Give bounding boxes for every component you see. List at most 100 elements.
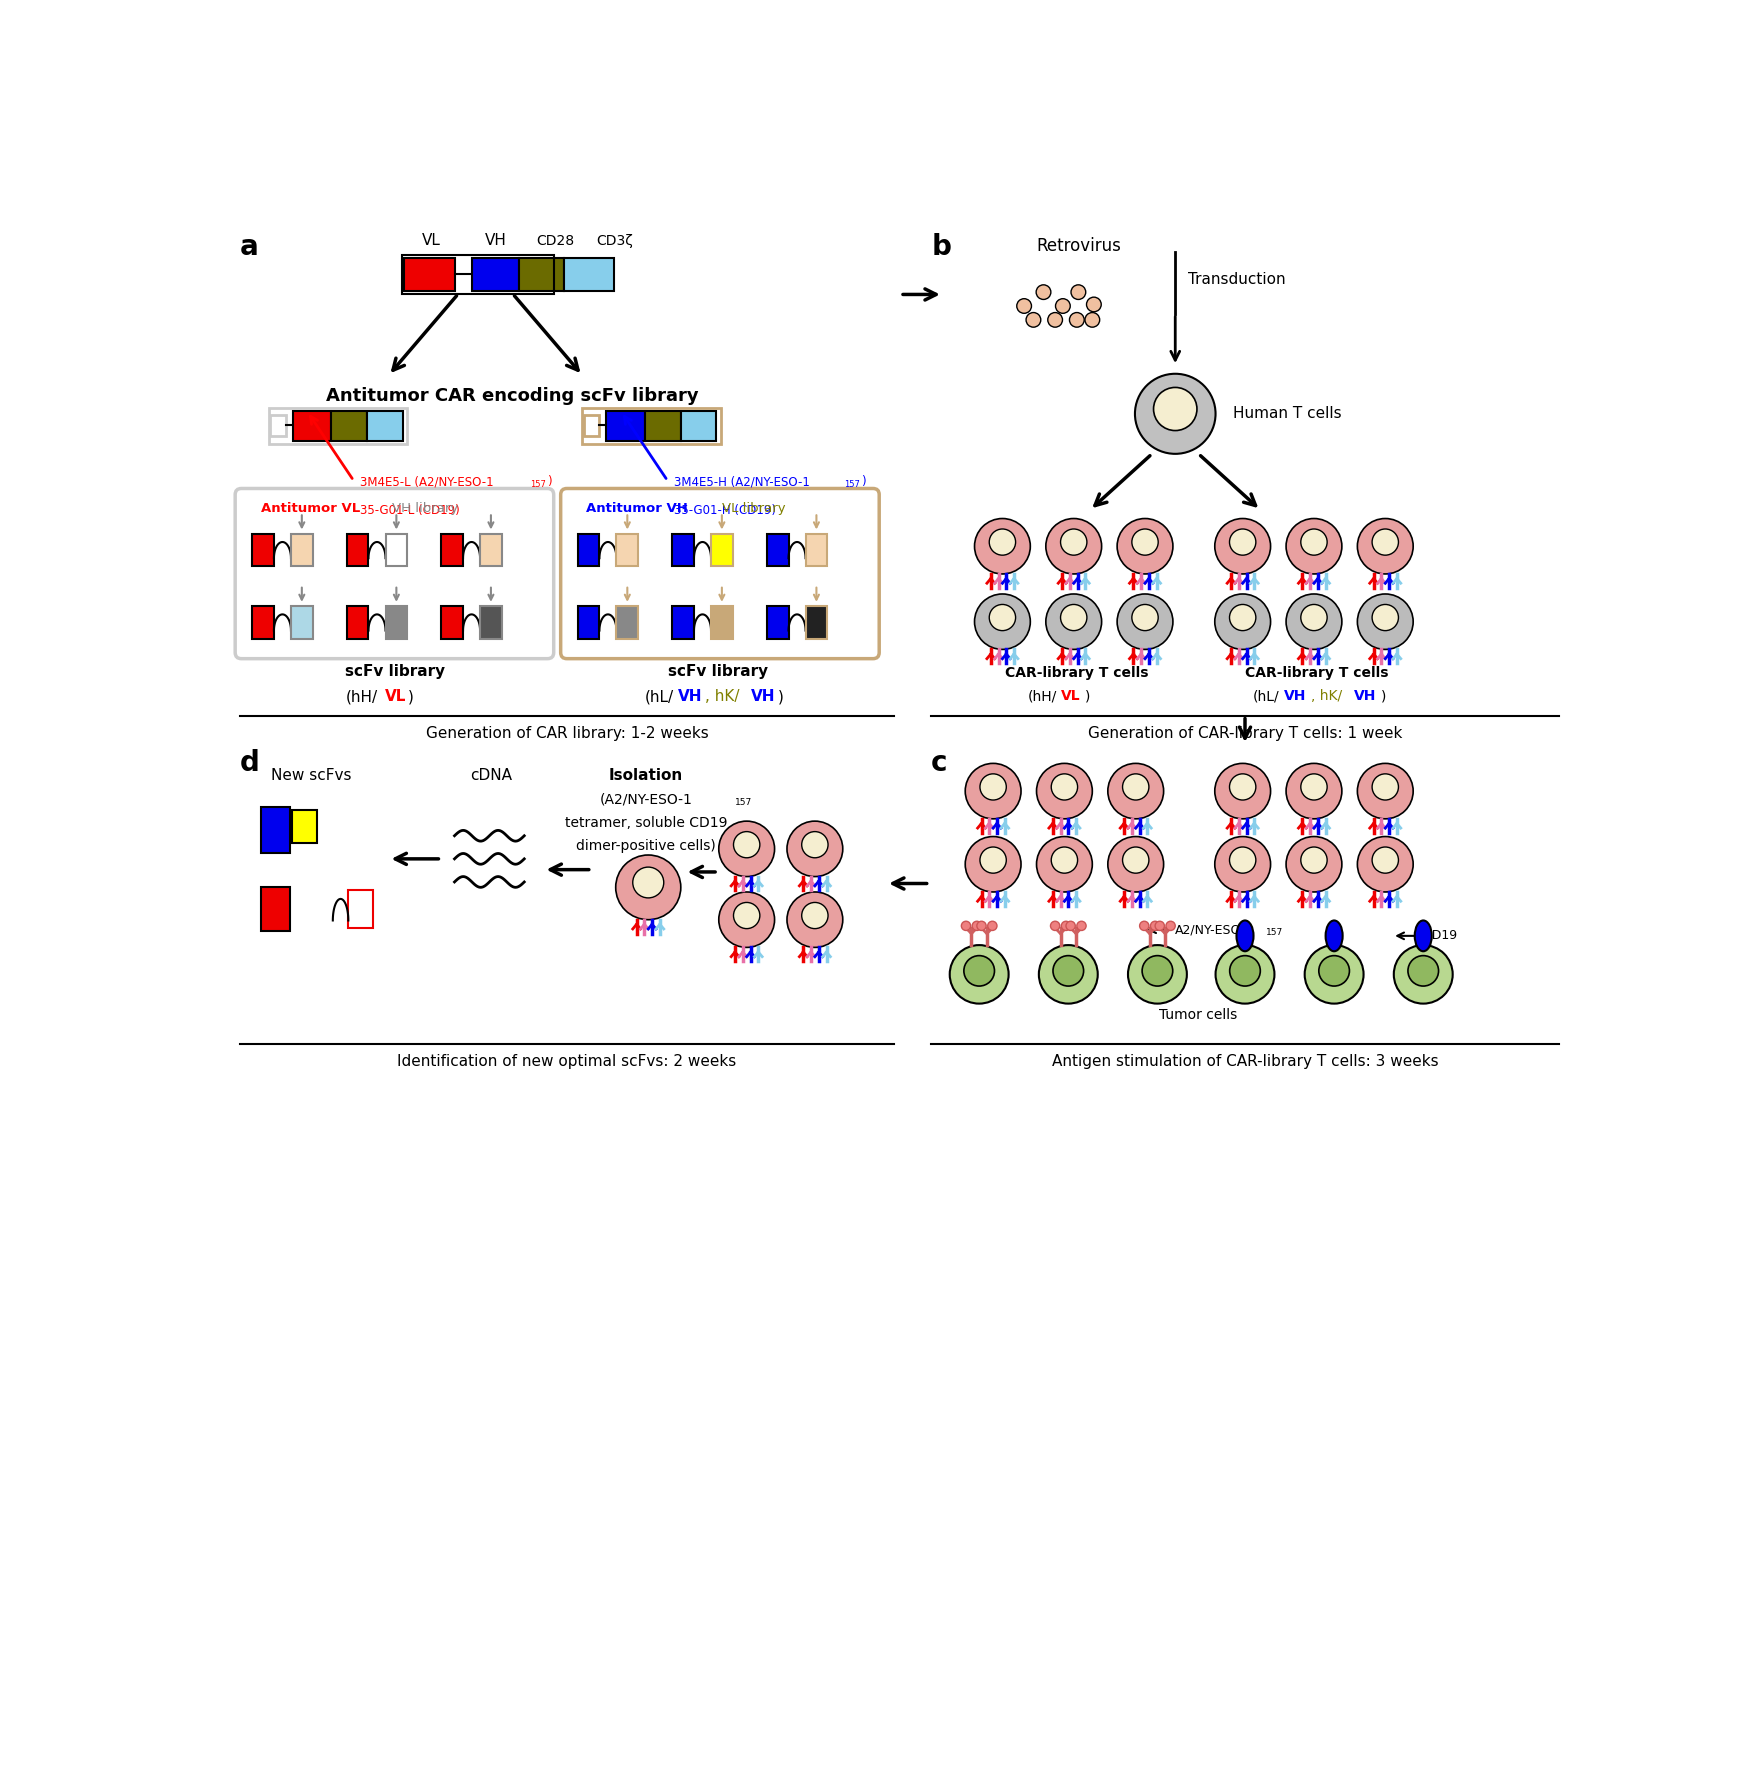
FancyBboxPatch shape xyxy=(480,607,503,639)
Circle shape xyxy=(965,764,1021,819)
Circle shape xyxy=(1045,595,1101,650)
Circle shape xyxy=(961,922,970,931)
Circle shape xyxy=(1108,764,1164,819)
Circle shape xyxy=(1230,847,1256,874)
Circle shape xyxy=(633,867,663,897)
FancyBboxPatch shape xyxy=(291,810,316,844)
Text: ): ) xyxy=(862,475,866,488)
Circle shape xyxy=(963,956,995,986)
Circle shape xyxy=(1358,595,1413,650)
FancyBboxPatch shape xyxy=(293,411,332,441)
FancyBboxPatch shape xyxy=(260,806,290,853)
Text: 3M4E5-L (A2/NY-ESO-1: 3M4E5-L (A2/NY-ESO-1 xyxy=(359,475,494,488)
Ellipse shape xyxy=(1415,920,1433,951)
Text: ): ) xyxy=(778,689,784,705)
Circle shape xyxy=(1017,299,1031,313)
Circle shape xyxy=(1230,529,1256,555)
Circle shape xyxy=(989,529,1016,555)
Text: VH: VH xyxy=(1354,689,1375,703)
Circle shape xyxy=(1066,922,1075,931)
Circle shape xyxy=(1358,518,1413,573)
Text: Identification of new optimal scFvs: 2 weeks: Identification of new optimal scFvs: 2 w… xyxy=(398,1054,736,1070)
Circle shape xyxy=(1050,847,1078,874)
Circle shape xyxy=(1372,774,1398,799)
FancyBboxPatch shape xyxy=(578,534,600,566)
FancyBboxPatch shape xyxy=(480,534,503,566)
Circle shape xyxy=(1056,299,1070,313)
Circle shape xyxy=(1372,529,1398,555)
Circle shape xyxy=(1300,605,1328,630)
Text: c: c xyxy=(932,749,948,776)
Text: Antitumor CAR encoding scFv library: Antitumor CAR encoding scFv library xyxy=(326,386,700,404)
Circle shape xyxy=(1166,922,1174,931)
FancyBboxPatch shape xyxy=(585,415,600,436)
Text: Tumor cells: Tumor cells xyxy=(1159,1007,1237,1022)
Text: ): ) xyxy=(1085,689,1091,703)
Text: CD28: CD28 xyxy=(536,235,574,247)
Circle shape xyxy=(1108,837,1164,892)
Circle shape xyxy=(1037,285,1050,299)
Text: (hH/: (hH/ xyxy=(1028,689,1057,703)
Circle shape xyxy=(1037,837,1092,892)
Circle shape xyxy=(787,892,843,947)
FancyBboxPatch shape xyxy=(405,258,454,290)
FancyBboxPatch shape xyxy=(270,415,286,436)
Text: (hL/: (hL/ xyxy=(1253,689,1279,703)
Circle shape xyxy=(1150,922,1160,931)
Text: VL: VL xyxy=(422,233,441,247)
Circle shape xyxy=(1286,595,1342,650)
Circle shape xyxy=(1372,605,1398,630)
Text: , hK/: , hK/ xyxy=(705,689,740,705)
Circle shape xyxy=(1071,285,1085,299)
Circle shape xyxy=(989,605,1016,630)
Text: Transduction: Transduction xyxy=(1188,272,1286,287)
FancyBboxPatch shape xyxy=(473,258,518,290)
Text: Retrovirus: Retrovirus xyxy=(1037,237,1120,255)
Text: VH: VH xyxy=(485,233,506,247)
Text: A2/NY-ESO-1: A2/NY-ESO-1 xyxy=(1174,924,1255,936)
Circle shape xyxy=(1117,518,1173,573)
Circle shape xyxy=(1215,837,1270,892)
Text: (hL/: (hL/ xyxy=(644,689,674,705)
Text: (hH/: (hH/ xyxy=(346,689,379,705)
Circle shape xyxy=(1319,956,1349,986)
Circle shape xyxy=(1122,847,1148,874)
FancyBboxPatch shape xyxy=(710,607,733,639)
FancyBboxPatch shape xyxy=(386,607,407,639)
Text: VH: VH xyxy=(752,689,777,705)
Text: , hK/: , hK/ xyxy=(1310,689,1342,703)
Circle shape xyxy=(1215,595,1270,650)
Text: d: d xyxy=(239,749,260,776)
Circle shape xyxy=(1215,764,1270,819)
Circle shape xyxy=(972,922,981,931)
FancyBboxPatch shape xyxy=(710,534,733,566)
FancyBboxPatch shape xyxy=(672,534,695,566)
Circle shape xyxy=(1050,922,1059,931)
Text: 3M4E5-H (A2/NY-ESO-1: 3M4E5-H (A2/NY-ESO-1 xyxy=(674,475,810,488)
FancyBboxPatch shape xyxy=(607,411,646,441)
Circle shape xyxy=(1155,922,1164,931)
Text: 157: 157 xyxy=(845,481,860,490)
Circle shape xyxy=(719,821,775,876)
Circle shape xyxy=(1143,956,1173,986)
Text: Human T cells: Human T cells xyxy=(1234,406,1342,422)
FancyBboxPatch shape xyxy=(366,411,403,441)
Circle shape xyxy=(1216,945,1274,1004)
Text: 157: 157 xyxy=(530,481,546,490)
Circle shape xyxy=(974,518,1030,573)
Ellipse shape xyxy=(1237,920,1253,951)
Circle shape xyxy=(1052,956,1084,986)
Text: Generation of CAR-library T cells: 1 week: Generation of CAR-library T cells: 1 wee… xyxy=(1087,726,1403,740)
Circle shape xyxy=(1230,774,1256,799)
Circle shape xyxy=(1133,605,1159,630)
Circle shape xyxy=(981,847,1007,874)
Circle shape xyxy=(616,854,681,920)
Circle shape xyxy=(1358,764,1413,819)
Circle shape xyxy=(1061,605,1087,630)
Circle shape xyxy=(801,831,829,858)
Circle shape xyxy=(949,945,1009,1004)
FancyBboxPatch shape xyxy=(616,534,639,566)
Circle shape xyxy=(1358,837,1413,892)
Text: CAR-library T cells: CAR-library T cells xyxy=(1246,666,1389,680)
FancyBboxPatch shape xyxy=(260,886,290,931)
